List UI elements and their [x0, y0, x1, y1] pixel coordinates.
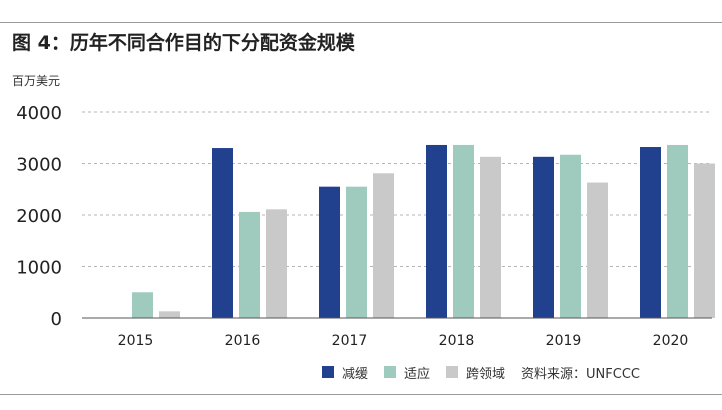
y-tick-labels: 0 1000 2000 3000 4000 [16, 103, 62, 330]
x-tick-label: 2019 [546, 333, 582, 349]
x-tick-label: 2016 [225, 333, 261, 349]
bar-2020-series-1 [667, 144, 688, 318]
bar-2018-series-2 [480, 156, 501, 318]
legend-swatch-cross-cutting [446, 366, 459, 378]
bar-2019-series-2 [587, 182, 608, 318]
bar-2017-series-0 [319, 186, 340, 318]
bar-2015-series-1 [132, 292, 153, 318]
bottom-divider [0, 394, 722, 395]
bars [132, 144, 715, 318]
x-tick-label: 2020 [653, 333, 689, 349]
bar-2016-series-1 [239, 211, 260, 318]
bar-2017-series-1 [346, 186, 367, 318]
grid-lines [82, 111, 712, 267]
y-axis-unit-label: 百万美元 [12, 74, 61, 88]
legend: 减缓 适应 跨领域 资料来源：UNFCCC [322, 361, 640, 383]
bar-2019-series-0 [533, 156, 554, 318]
bar-2018-series-1 [453, 144, 474, 318]
legend-label-adaptation: 适应 [404, 366, 431, 382]
chart-title: 图 4：历年不同合作目的下分配资金规模 [12, 32, 355, 54]
bar-2018-series-0 [426, 144, 447, 318]
y-tick-label: 2000 [16, 206, 62, 227]
bar-2020-series-2 [694, 163, 715, 318]
source-note: 资料来源：UNFCCC [521, 366, 640, 382]
bar-2020-series-0 [640, 147, 661, 318]
bar-2017-series-2 [373, 173, 394, 318]
x-tick-label: 2017 [332, 333, 368, 349]
legend-item-adaptation: 适应 [384, 363, 430, 382]
bar-2016-series-0 [212, 148, 233, 318]
legend-item-cross-cutting: 跨领域 [446, 363, 505, 382]
y-tick-label: 1000 [16, 258, 62, 279]
legend-swatch-mitigation [322, 366, 334, 378]
top-divider [0, 22, 722, 23]
bar-2019-series-1 [560, 154, 581, 318]
x-tick-labels: 2015 2016 2017 2018 2019 2020 [118, 333, 689, 349]
y-tick-label: 3000 [16, 155, 62, 176]
bar-2015-series-2 [159, 311, 180, 318]
legend-swatch-adaptation [384, 366, 397, 378]
legend-label-cross-cutting: 跨领域 [466, 366, 506, 382]
x-tick-label: 2018 [439, 333, 475, 349]
y-tick-label: 0 [51, 309, 62, 330]
legend-item-mitigation: 减缓 [322, 363, 368, 382]
bar-2016-series-2 [266, 209, 287, 318]
y-tick-label: 4000 [16, 103, 62, 124]
legend-label-mitigation: 减缓 [342, 366, 369, 382]
x-tick-label: 2015 [118, 333, 154, 349]
